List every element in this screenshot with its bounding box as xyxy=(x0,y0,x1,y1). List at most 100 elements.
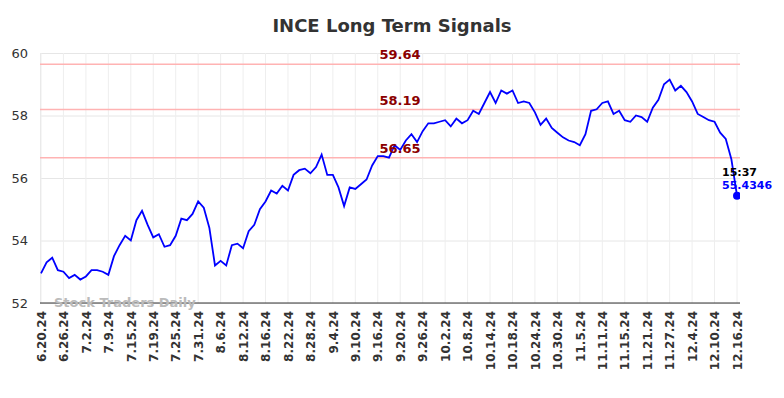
x-tick-label: 9.20.24 xyxy=(394,311,408,362)
x-tick-label: 9.16.24 xyxy=(371,311,385,362)
grid-line xyxy=(355,53,356,303)
x-tick-label: 8.12.24 xyxy=(237,311,251,362)
x-tick: 7.15.24 xyxy=(125,303,139,362)
x-tick-label: 10.2.24 xyxy=(439,311,453,362)
x-tick: 9.20.24 xyxy=(394,303,408,362)
y-tick-label: 52 xyxy=(11,296,28,311)
levels xyxy=(40,64,740,157)
y-tick-label: 54 xyxy=(11,233,28,248)
x-tick-label: 8.28.24 xyxy=(304,311,318,362)
x-tick: 8.16.24 xyxy=(259,303,273,362)
x-tick-label: 9.10.24 xyxy=(349,311,363,362)
x-tick: 10.18.24 xyxy=(506,303,520,370)
x-tick-label: 10.18.24 xyxy=(506,311,520,370)
x-tick-label: 9.26.24 xyxy=(416,311,430,362)
x-tick-label: 6.20.24 xyxy=(35,311,49,362)
y-tick: 56 xyxy=(11,171,740,186)
x-tick: 10.14.24 xyxy=(484,303,498,370)
x-tick-label: 12.10.24 xyxy=(708,311,722,370)
last-time: 15:37 xyxy=(722,166,757,179)
x-tick: 7.25.24 xyxy=(169,303,183,362)
grid-line xyxy=(692,53,693,303)
y-axis: 52 54 56 58 60 xyxy=(11,46,740,311)
x-tick-label: 10.24.24 xyxy=(529,311,543,370)
x-tick: 10.24.24 xyxy=(529,303,543,370)
x-tick: 9.26.24 xyxy=(416,303,430,362)
grid-line xyxy=(40,178,740,179)
grid-line xyxy=(243,53,244,303)
x-tick: 10.30.24 xyxy=(551,303,565,370)
x-tick: 11.27.24 xyxy=(663,303,677,370)
x-tick-label: 11.27.24 xyxy=(663,311,677,370)
x-tick: 9.16.24 xyxy=(371,303,385,362)
x-tick-label: 7.15.24 xyxy=(125,311,139,362)
grid-line xyxy=(400,53,401,303)
grid-line xyxy=(63,53,64,303)
x-tick-label: 12.4.24 xyxy=(686,311,700,362)
x-tick: 11.21.24 xyxy=(641,303,655,370)
grid-line xyxy=(108,53,109,303)
grid-line xyxy=(198,53,199,303)
grid-line xyxy=(602,53,603,303)
price-line xyxy=(41,80,737,280)
x-tick: 10.2.24 xyxy=(439,303,453,362)
grid-line xyxy=(85,53,86,303)
grid-line xyxy=(534,53,535,303)
grid-line xyxy=(714,53,715,303)
last-point xyxy=(733,192,740,200)
x-tick: 7.2.24 xyxy=(80,303,94,354)
grid-line xyxy=(377,53,378,303)
x-tick-label: 7.9.24 xyxy=(102,311,116,354)
level-label: 56.65 xyxy=(379,141,420,156)
x-tick: 6.26.24 xyxy=(57,303,71,362)
title: INCE Long Term Signals xyxy=(272,15,511,36)
x-tick: 7.31.24 xyxy=(192,303,206,362)
x-tick-label: 6.26.24 xyxy=(57,311,71,362)
y-tick: 54 xyxy=(11,233,740,248)
x-axis: 6.20.24 6.26.24 7.2.24 7.9.24 7.15.24 7.19.24… xyxy=(35,303,745,370)
y-tick-label: 56 xyxy=(11,171,28,186)
x-tick: 12.10.24 xyxy=(708,303,722,370)
x-tick-label: 7.19.24 xyxy=(147,311,161,362)
x-tick: 11.5.24 xyxy=(574,303,588,362)
grid-line xyxy=(579,53,580,303)
x-tick: 12.4.24 xyxy=(686,303,700,362)
watermark: Stock Traders Daily xyxy=(54,295,196,310)
grid-line xyxy=(422,53,423,303)
last-value: 55.4346 xyxy=(722,179,772,192)
y-tick: 60 xyxy=(11,46,740,61)
grid-line xyxy=(130,53,131,303)
y-tick-label: 58 xyxy=(11,108,28,123)
level-label: 58.19 xyxy=(379,93,420,108)
level-line xyxy=(40,64,740,66)
grid-line xyxy=(287,53,288,303)
x-tick-label: 10.30.24 xyxy=(551,311,565,370)
x-tick: 11.15.24 xyxy=(618,303,632,370)
y-tick: 52 xyxy=(11,296,740,311)
plot xyxy=(41,80,740,280)
x-tick-label: 9.4.24 xyxy=(327,311,341,354)
chart: INCE Long Term Signals52545658606.20.246… xyxy=(0,0,784,398)
x-tick: 9.10.24 xyxy=(349,303,363,362)
x-tick: 8.28.24 xyxy=(304,303,318,362)
x-tick-label: 8.16.24 xyxy=(259,311,273,362)
grid-line xyxy=(175,53,176,303)
x-tick: 9.4.24 xyxy=(327,303,341,354)
grid-line xyxy=(624,53,625,303)
x-tick-label: 7.25.24 xyxy=(169,311,183,362)
x-tick-label: 11.21.24 xyxy=(641,311,655,370)
x-tick-label: 11.11.24 xyxy=(596,311,610,370)
grid-line xyxy=(310,53,311,303)
x-tick-label: 10.14.24 xyxy=(484,311,498,370)
level-line xyxy=(40,109,740,111)
x-tick: 8.12.24 xyxy=(237,303,251,362)
x-tick-label: 10.8.24 xyxy=(461,311,475,362)
x-tick-label: 8.6.24 xyxy=(214,311,228,354)
grid-line xyxy=(557,53,558,303)
x-tick: 7.19.24 xyxy=(147,303,161,362)
y-tick-label: 60 xyxy=(11,46,28,61)
y-axis-line xyxy=(41,54,741,304)
grid-line xyxy=(647,53,648,303)
x-tick-label: 7.2.24 xyxy=(80,311,94,354)
grid-line xyxy=(220,53,221,303)
